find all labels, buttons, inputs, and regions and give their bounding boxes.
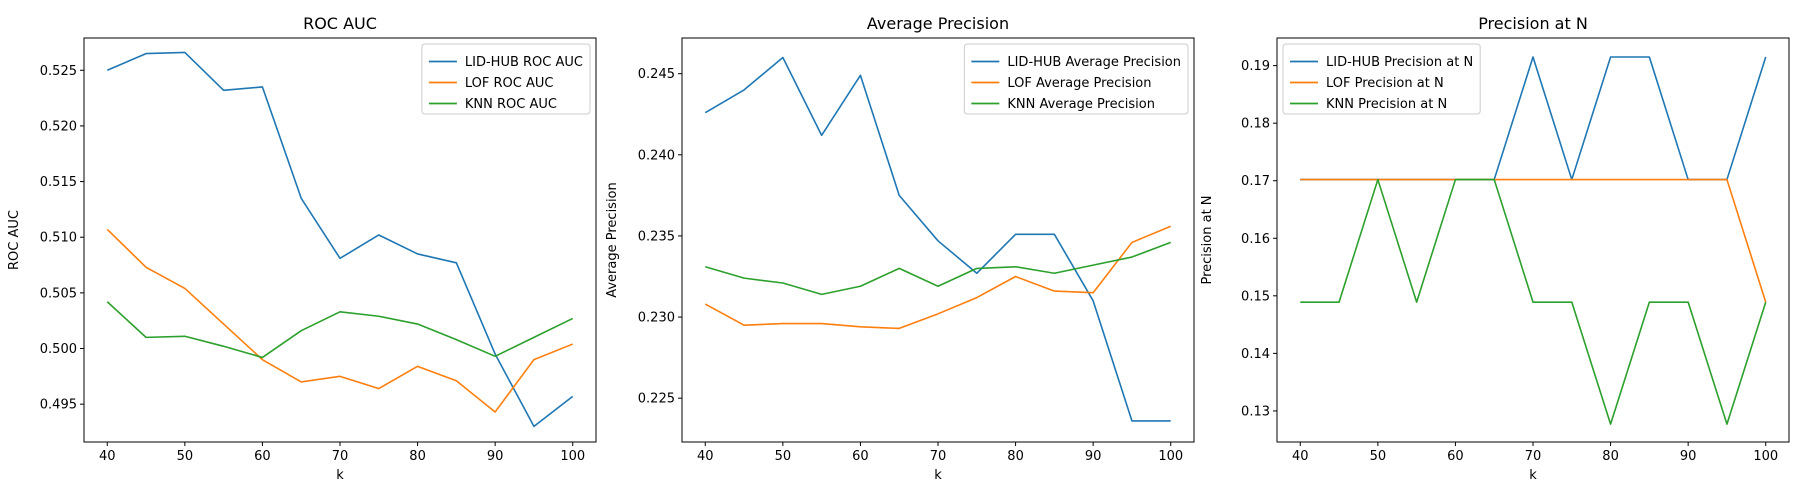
legend-label: LID-HUB Precision at N [1326, 55, 1473, 70]
x-tick-label: 40 [99, 449, 116, 464]
x-tick-label: 60 [254, 449, 271, 464]
y-tick-label: 0.225 [638, 392, 675, 407]
legend-label: KNN Average Precision [1007, 97, 1155, 112]
legend-label: KNN Precision at N [1326, 97, 1447, 112]
x-axis-label: k [1529, 468, 1537, 483]
y-tick-label: 0.500 [40, 342, 77, 357]
y-tick-label: 0.230 [638, 311, 675, 326]
y-tick-label: 0.17 [1241, 174, 1270, 189]
x-tick-label: 70 [930, 449, 947, 464]
chart-panel-3: Precision at N 40 50 60 70 80 90 100 0.13 0.14 0.1… [1200, 14, 1790, 483]
series-line-2 [106, 228, 574, 413]
x-tick-label: 60 [852, 449, 869, 464]
x-tick-label: 40 [697, 449, 714, 464]
x-tick-label: 100 [1158, 449, 1183, 464]
legend-box [421, 43, 591, 115]
y-axis-label: Precision at N [1200, 195, 1215, 284]
legend-label: LOF ROC AUC [465, 76, 554, 91]
chart-title: ROC AUC [303, 14, 377, 33]
series-line-1 [704, 56, 1171, 422]
y-tick-label: 0.14 [1241, 347, 1270, 362]
x-tick-label: 50 [177, 449, 194, 464]
y-tick-label: 0.505 [40, 286, 77, 301]
legend: LID-HUB ROC AUC LOF ROC AUC KNN ROC AUC [421, 43, 591, 115]
series-line-3 [705, 241, 1172, 296]
legend-label: KNN ROC AUC [465, 97, 557, 112]
y-tick-label: 0.19 [1241, 59, 1270, 74]
y-tick-label: 0.510 [40, 231, 77, 246]
legend-label: LID-HUB Average Precision [1007, 55, 1181, 70]
x-tick-label: 50 [775, 449, 792, 464]
series-line-3 [1300, 178, 1767, 425]
y-axis-label: ROC AUC [7, 210, 22, 270]
legend-box [1282, 43, 1481, 115]
y-tick-label: 0.15 [1241, 289, 1270, 304]
y-tick-label: 0.240 [638, 148, 675, 163]
x-tick-label: 90 [1680, 449, 1697, 464]
legend: LID-HUB Average Precision LOF Average Pre… [963, 43, 1189, 115]
series-line-1 [106, 51, 574, 428]
chart-panel-1: ROC AUC 40 50 60 70 80 90 100 0.495 0.500 0.505 0.5… [7, 14, 597, 483]
y-tick-label: 0.515 [40, 175, 77, 190]
x-axis-label: k [336, 468, 344, 483]
y-tick-label: 0.520 [40, 119, 77, 134]
chart-panel-2: Average Precision 40 50 60 70 80 90 100 0.225 0.2… [605, 14, 1195, 483]
series-line-3 [106, 301, 574, 359]
x-tick-label: 90 [1085, 449, 1102, 464]
x-tick-label: 70 [332, 449, 349, 464]
legend: LID-HUB Precision at N LOF Precision at N… [1282, 43, 1481, 115]
legend-label: LID-HUB ROC AUC [465, 55, 583, 70]
chart-title: Precision at N [1478, 14, 1588, 33]
legend-label: LOF Average Precision [1007, 76, 1151, 91]
y-tick-label: 0.495 [40, 398, 77, 413]
y-axis-label: Average Precision [605, 182, 620, 298]
x-tick-label: 100 [1753, 449, 1778, 464]
x-tick-label: 100 [560, 449, 585, 464]
y-tick-label: 0.525 [40, 64, 77, 79]
x-tick-label: 80 [1007, 449, 1024, 464]
x-tick-label: 50 [1370, 449, 1387, 464]
x-tick-label: 60 [1447, 449, 1464, 464]
chart-title: Average Precision [867, 14, 1009, 33]
x-tick-label: 90 [487, 449, 504, 464]
x-tick-label: 80 [409, 449, 426, 464]
x-axis-label: k [934, 468, 942, 483]
x-tick-label: 40 [1292, 449, 1309, 464]
y-tick-label: 0.18 [1241, 117, 1270, 132]
y-tick-label: 0.13 [1241, 404, 1270, 419]
series-line-2 [704, 225, 1172, 330]
x-tick-label: 80 [1602, 449, 1619, 464]
series-line-2 [1300, 178, 1767, 303]
legend-box [963, 43, 1189, 115]
x-tick-label: 70 [1525, 449, 1542, 464]
legend-label: LOF Precision at N [1326, 76, 1444, 91]
y-tick-label: 0.16 [1241, 232, 1270, 247]
y-tick-label: 0.235 [638, 229, 675, 244]
y-tick-label: 0.245 [638, 67, 675, 82]
